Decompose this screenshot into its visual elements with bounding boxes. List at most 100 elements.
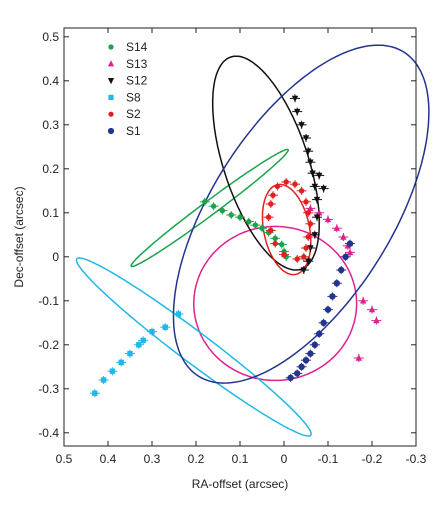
data-point-s14 bbox=[237, 214, 243, 220]
y-axis-label: Dec-offset (arcsec) bbox=[12, 186, 26, 287]
data-point-s2 bbox=[303, 199, 309, 205]
data-point-s8 bbox=[149, 328, 155, 335]
x-tick-label: 0.5 bbox=[56, 452, 73, 466]
data-point-s2 bbox=[270, 192, 276, 198]
x-tick-label: 0.4 bbox=[100, 452, 117, 466]
legend-label-s14: S14 bbox=[126, 40, 148, 54]
data-point-s8 bbox=[136, 342, 142, 348]
data-point-s8 bbox=[118, 359, 124, 366]
x-tick-label: 0.1 bbox=[232, 452, 249, 466]
data-point-s13 bbox=[368, 305, 376, 313]
data-point-s13 bbox=[346, 248, 354, 256]
orbit-s2 bbox=[261, 183, 312, 276]
data-point-s1 bbox=[338, 266, 345, 274]
data-point-s2 bbox=[305, 234, 311, 240]
data-point-s2 bbox=[272, 240, 278, 247]
data-point-s12 bbox=[316, 172, 323, 180]
x-tick-label: -0.2 bbox=[362, 452, 383, 466]
legend-marker-s12 bbox=[107, 78, 115, 85]
orbit-s14 bbox=[130, 148, 289, 268]
x-tick-label: 0.3 bbox=[144, 452, 161, 466]
data-point-s12 bbox=[300, 267, 307, 274]
y-tick-label: -0.3 bbox=[38, 382, 59, 396]
data-point-s2 bbox=[281, 251, 287, 258]
data-point-s12 bbox=[298, 122, 305, 129]
legend-label-s2: S2 bbox=[126, 107, 141, 121]
data-point-s2 bbox=[283, 179, 289, 185]
y-tick-label: -0.4 bbox=[38, 426, 59, 440]
y-tick-label: 0.5 bbox=[42, 30, 59, 44]
data-point-s2 bbox=[307, 221, 314, 227]
data-point-s13 bbox=[340, 233, 347, 240]
data-point-s2 bbox=[268, 227, 274, 234]
legend-label-s13: S13 bbox=[126, 57, 148, 71]
legend-marker-s2 bbox=[108, 111, 114, 117]
data-point-s14 bbox=[252, 222, 259, 228]
data-point-s8 bbox=[109, 368, 116, 374]
y-tick-label: 0 bbox=[52, 250, 59, 264]
data-point-s12 bbox=[305, 258, 312, 265]
x-axis-ticks: 0.5 0.4 0.3 0.2 0.1 0 -0.1 -0.2 -0.3 bbox=[56, 28, 427, 466]
data-point-s1 bbox=[329, 293, 336, 300]
legend-marker-s14 bbox=[108, 44, 114, 50]
data-point-s1 bbox=[320, 319, 327, 326]
data-point-s1 bbox=[302, 357, 310, 364]
orbit-s12 bbox=[211, 55, 320, 271]
data-point-s12 bbox=[291, 95, 299, 103]
y-tick-label: -0.2 bbox=[38, 338, 59, 352]
data-point-s1 bbox=[333, 280, 340, 287]
x-tick-label: 0.2 bbox=[188, 452, 205, 466]
data-point-s12 bbox=[294, 108, 301, 116]
data-point-s8 bbox=[127, 350, 133, 357]
y-tick-label: 0.1 bbox=[42, 206, 59, 220]
data-point-s14 bbox=[228, 212, 234, 218]
data-point-s12 bbox=[313, 196, 321, 204]
y-tick-label: 0.2 bbox=[42, 162, 59, 176]
data-point-s13 bbox=[307, 204, 314, 212]
data-point-s14 bbox=[272, 235, 278, 242]
legend-marker-s8 bbox=[108, 94, 114, 100]
x-axis-label: RA-offset (arcsec) bbox=[192, 477, 288, 491]
data-point-s2 bbox=[274, 183, 281, 190]
legend-label-s8: S8 bbox=[126, 90, 141, 104]
data-point-s12 bbox=[311, 183, 318, 191]
data-point-s1 bbox=[342, 253, 349, 260]
data-point-s13 bbox=[373, 316, 380, 324]
x-tick-label: -0.1 bbox=[318, 452, 339, 466]
data-point-s13 bbox=[355, 354, 362, 361]
data-point-s1 bbox=[307, 350, 314, 357]
data-point-s13 bbox=[316, 209, 323, 216]
data-point-s8 bbox=[162, 324, 168, 330]
legend-label-s1: S1 bbox=[126, 124, 141, 138]
data-point-s14 bbox=[219, 207, 226, 214]
data-point-s2 bbox=[292, 181, 298, 187]
y-tick-label: 0.3 bbox=[42, 118, 59, 132]
data-point-s1 bbox=[287, 374, 294, 381]
data-point-s12 bbox=[305, 148, 312, 155]
y-tick-label: -0.1 bbox=[38, 294, 59, 308]
data-point-s2 bbox=[298, 188, 305, 194]
data-point-s2 bbox=[268, 201, 274, 207]
data-point-s12 bbox=[313, 214, 321, 221]
data-point-s14 bbox=[210, 203, 217, 209]
legend-marker-s13 bbox=[107, 60, 115, 67]
data-point-s14 bbox=[259, 225, 265, 231]
orbit-s1 bbox=[172, 44, 430, 384]
data-point-s2 bbox=[294, 256, 300, 262]
data-point-s14 bbox=[202, 199, 208, 205]
points-layer bbox=[89, 94, 382, 398]
data-point-s8 bbox=[140, 337, 146, 344]
data-point-s8 bbox=[175, 311, 182, 317]
orbit-s8 bbox=[75, 257, 312, 437]
data-point-s1 bbox=[324, 306, 332, 313]
data-point-s1 bbox=[294, 370, 301, 377]
legend-label-s12: S12 bbox=[126, 74, 148, 88]
data-point-s1 bbox=[311, 341, 318, 348]
data-point-s8 bbox=[92, 390, 98, 396]
y-axis-ticks: 0.5 0.4 0.3 0.2 0.1 0 -0.1 -0.2 -0.3 -0.4 bbox=[38, 30, 416, 440]
legend: S14 S13 S12 S8 S2 S1 bbox=[107, 40, 148, 138]
data-point-s14 bbox=[246, 218, 252, 225]
data-point-s1 bbox=[298, 363, 305, 370]
